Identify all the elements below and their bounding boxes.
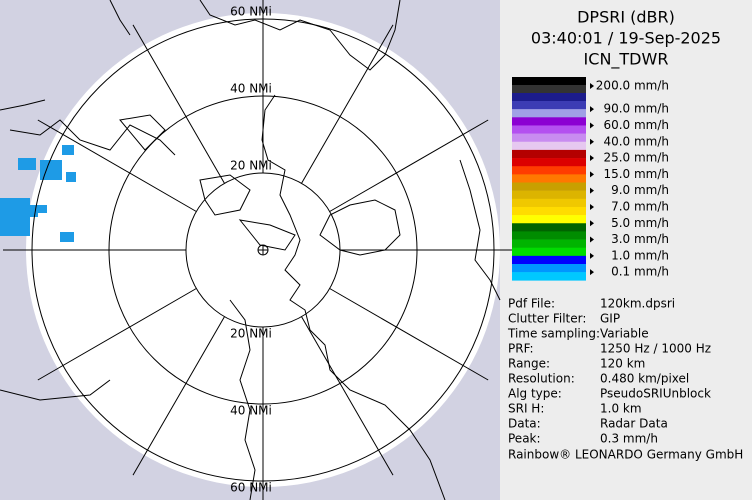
legend-arrow <box>590 252 594 259</box>
legend-label: 90.0 mm/h <box>603 102 669 116</box>
legend-arrow <box>590 203 594 210</box>
info-value: PseudoSRIUnblock <box>600 387 711 401</box>
azimuth-line <box>301 24 394 184</box>
ring-label: 20 NMi <box>230 327 272 341</box>
legend-arrow <box>590 122 594 129</box>
ring-label: 60 NMi <box>230 5 272 19</box>
legend-arrow <box>590 171 594 178</box>
legend: 200.0 mm/h 90.0 mm/h 60.0 mm/h 40.0 mm/h 25.… <box>512 77 669 281</box>
legend-swatch <box>512 231 586 240</box>
legend-arrow <box>590 155 594 162</box>
info-key: Pdf File: <box>508 297 555 311</box>
info-value: Variable <box>600 327 649 341</box>
azimuth-line <box>132 24 225 184</box>
legend-label: 25.0 mm/h <box>603 151 669 165</box>
legend-swatch <box>512 101 586 110</box>
info-value: 0.480 km/pixel <box>600 372 689 386</box>
legend-arrow <box>590 236 594 243</box>
radar-echoes <box>0 145 76 242</box>
legend-swatch <box>512 223 586 232</box>
legend-arrow <box>590 106 594 113</box>
title-line: 03:40:01 / 19-Sep-2025 <box>531 29 721 48</box>
legend-swatch <box>512 141 586 151</box>
legend-swatch <box>512 198 586 208</box>
site-marker <box>257 244 269 256</box>
azimuth-line <box>329 119 489 212</box>
footer: Rainbow® LEONARDO Germany GmbH <box>508 448 743 462</box>
info-key: Data: <box>508 417 541 431</box>
azimuth-line <box>132 316 225 476</box>
ring-label: 60 NMi <box>230 481 272 495</box>
azimuth-line <box>37 288 197 381</box>
legend-swatch <box>512 149 586 159</box>
info-value: 1.0 km <box>600 402 642 416</box>
legend-swatch <box>512 247 586 257</box>
azimuth-lines <box>3 0 523 504</box>
legend-swatch <box>512 215 586 224</box>
ring-labels: 60 NMi 40 NMi 20 NMi 20 NMi 40 NMi 60 NMi <box>230 5 272 495</box>
legend-label: 15.0 mm/h <box>603 167 669 181</box>
info-value: GIP <box>600 312 620 326</box>
info-key: Clutter Filter: <box>508 312 586 326</box>
legend-label: 200.0 mm/h <box>596 79 669 93</box>
legend-label: 3.0 mm/h <box>611 232 669 246</box>
legend-arrow <box>590 187 594 194</box>
legend-label: 9.0 mm/h <box>611 183 669 197</box>
azimuth-line <box>301 316 394 476</box>
legend-label: 0.1 mm/h <box>611 265 669 279</box>
info-key: Alg type: <box>508 387 562 401</box>
legend-swatch <box>512 206 586 216</box>
info-value: 120 km <box>600 357 645 371</box>
legend-swatch <box>512 125 586 134</box>
ring-label: 40 NMi <box>230 404 272 418</box>
legend-swatch <box>512 182 586 191</box>
legend-swatch <box>512 239 586 248</box>
legend-arrow <box>590 138 594 145</box>
info-key: SRI H: <box>508 402 544 416</box>
info-key: Range: <box>508 357 550 371</box>
legend-swatch <box>512 93 586 102</box>
legend-swatch <box>512 272 586 281</box>
legend-arrow <box>590 269 594 276</box>
info-value: Radar Data <box>600 417 668 431</box>
legend-swatch <box>512 117 586 126</box>
info-value: 0.3 mm/h <box>600 432 658 446</box>
legend-label: 7.0 mm/h <box>611 199 669 213</box>
legend-label: 1.0 mm/h <box>611 248 669 262</box>
legend-label: 5.0 mm/h <box>611 216 669 230</box>
legend-arrow <box>590 220 594 227</box>
info-key: Time sampling: <box>507 327 600 341</box>
legend-swatch <box>512 255 586 265</box>
legend-swatch <box>512 166 586 175</box>
ring-label: 40 NMi <box>230 82 272 96</box>
legend-swatch <box>512 158 586 167</box>
info-value: 120km.dpsri <box>600 297 675 311</box>
legend-swatch <box>512 190 586 200</box>
legend-swatch <box>512 77 586 86</box>
title-line: ICN_TDWR <box>584 50 669 70</box>
legend-label: 40.0 mm/h <box>603 134 669 148</box>
legend-swatch <box>512 109 586 118</box>
info-key: Resolution: <box>508 372 575 386</box>
legend-label: 60.0 mm/h <box>603 118 669 132</box>
info-key: PRF: <box>508 342 534 356</box>
legend-swatch <box>512 133 586 143</box>
legend-swatch <box>512 174 586 183</box>
ring-label: 20 NMi <box>230 159 272 173</box>
legend-swatch <box>512 85 586 94</box>
info-table: Pdf File: 120km.dpsri Clutter Filter: GIPTi… <box>507 297 711 446</box>
legend-swatch <box>512 264 586 273</box>
azimuth-line <box>37 119 197 212</box>
legend-arrow <box>590 83 594 89</box>
info-key: Peak: <box>508 432 541 446</box>
title-line: DPSRI (dBR) <box>577 8 675 27</box>
info-value: 1250 Hz / 1000 Hz <box>600 342 711 356</box>
azimuth-line <box>329 288 489 381</box>
